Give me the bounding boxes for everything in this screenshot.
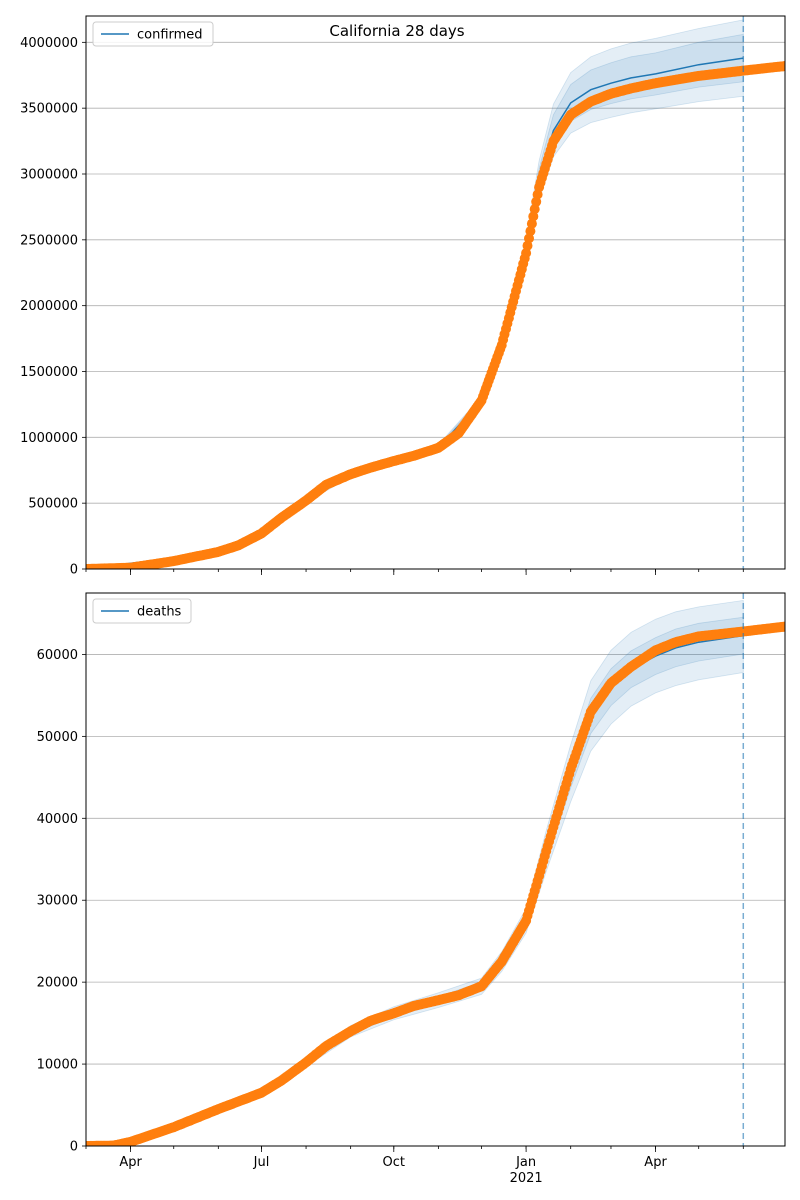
legend-label: confirmed xyxy=(137,28,203,43)
x-year-label: 2021 xyxy=(510,1171,543,1186)
confidence-band xyxy=(86,33,744,569)
y-tick-label: 50000 xyxy=(37,730,78,745)
deaths-panel: 0 10000 20000 30000 40000 50000 60000 Apr Jul Oct… xyxy=(37,592,786,1186)
y-tick-label: 2500000 xyxy=(20,233,78,248)
model-line xyxy=(86,57,744,569)
x-tick-label: Apr xyxy=(119,1155,142,1170)
observed-point xyxy=(525,226,536,237)
y-tick-label: 0 xyxy=(70,1140,78,1155)
model-line xyxy=(86,634,744,1146)
observed-point xyxy=(780,621,785,632)
legend-label: deaths xyxy=(137,605,182,620)
axes-frame xyxy=(85,592,786,1147)
observed-series xyxy=(86,621,785,1146)
y-tick-label: 4000000 xyxy=(20,36,78,51)
y-tick-label: 500000 xyxy=(28,497,78,512)
y-tick-label: 30000 xyxy=(37,894,78,909)
plot-area xyxy=(86,19,785,569)
y-tick-label: 1500000 xyxy=(20,365,78,380)
y-tick-label: 10000 xyxy=(37,1058,78,1073)
y-tick-label: 0 xyxy=(70,563,78,578)
y-tick-label: 3000000 xyxy=(20,168,78,183)
x-tick-label: Jan xyxy=(515,1155,536,1170)
legend-box xyxy=(92,21,214,47)
y-tick-label: 20000 xyxy=(37,976,78,991)
axes-frame xyxy=(85,15,786,570)
y-tick-label: 1000000 xyxy=(20,431,78,446)
y-tick-label: 2000000 xyxy=(20,299,78,314)
x-tick-label: Oct xyxy=(383,1155,405,1170)
y-tick-label: 40000 xyxy=(37,812,78,827)
confirmed-panel: 0 500000 1000000 1500000 2000000 2500000 30000… xyxy=(20,15,786,578)
x-tick-label: Jul xyxy=(253,1155,270,1170)
observed-point xyxy=(780,61,785,71)
legend-box xyxy=(92,598,192,624)
legend: deaths xyxy=(92,598,192,624)
y-tick-label: 60000 xyxy=(37,648,78,663)
chart-title: California 28 days xyxy=(329,22,464,40)
legend: confirmed xyxy=(92,21,214,47)
plot-area xyxy=(86,599,785,1146)
x-tick-label: Apr xyxy=(644,1155,667,1170)
observed-series xyxy=(86,61,785,569)
confidence-band xyxy=(86,19,744,569)
y-tick-label: 3500000 xyxy=(20,102,78,117)
